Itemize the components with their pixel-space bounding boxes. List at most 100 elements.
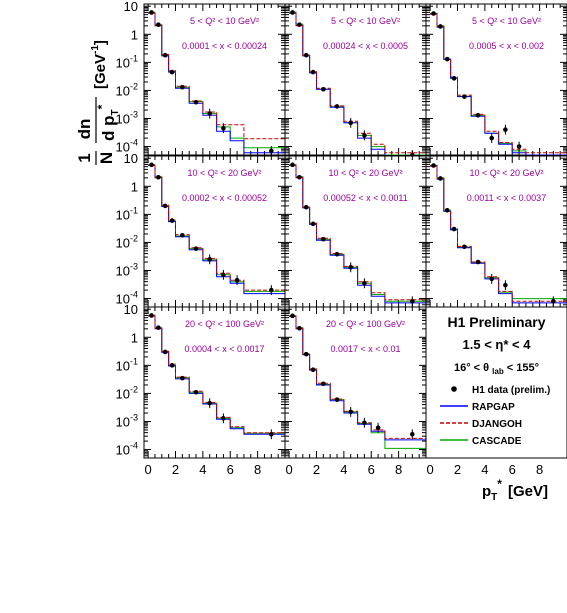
data-point [169, 69, 175, 75]
y-label-dp: d pT* [95, 104, 121, 141]
x-label-star: * [497, 477, 502, 491]
rapgap-line [430, 165, 567, 304]
y-tick-label: 10-1 [116, 356, 138, 373]
x-tick-label: 4 [481, 462, 488, 477]
y-tick-exp: -1 [130, 205, 138, 215]
y-tick-label: 10 [124, 302, 138, 317]
legend-frame [425, 306, 567, 459]
y-tick-exp: -4 [130, 441, 138, 451]
rapgap-line [289, 316, 426, 441]
panel-q2-label: 5 < Q² < 10 GeV² [331, 16, 400, 26]
x-tick-label: 6 [509, 462, 516, 477]
panel-frame [425, 155, 567, 308]
panel-q2-label: 5 < Q² < 10 GeV² [472, 16, 541, 26]
data-point [438, 176, 443, 181]
panel-x-label: 0.0004 < x < 0.0017 [184, 344, 264, 354]
y-tick-label: 10-2 [116, 384, 138, 401]
panel-frame [143, 3, 286, 156]
panel-frame [143, 306, 286, 459]
data-point [462, 94, 467, 99]
data-point [348, 120, 354, 126]
data-point [221, 415, 226, 421]
data-point [156, 22, 161, 27]
y-label-dn: dn [75, 119, 94, 140]
data-point [180, 375, 185, 381]
y-tick-label: 1 [131, 330, 138, 345]
legend-title: H1 Preliminary [447, 314, 545, 330]
data-point [193, 99, 199, 105]
y-tick-label: 1 [131, 179, 138, 194]
x-tick-label: 2 [454, 462, 461, 477]
y-tick-exp: -2 [130, 81, 138, 91]
data-point [321, 236, 326, 242]
x-tick-label: 0 [285, 462, 292, 477]
panel-x-label: 0.00024 < x < 0.0005 [323, 41, 408, 51]
data-point [475, 259, 481, 265]
chart-panel-5: 10 < Q² < 20 GeV² 0.00052 < x < 0.0011 [284, 155, 427, 308]
x-tick-label: 8 [536, 462, 543, 477]
rapgap-line [289, 12, 386, 155]
x-tick-label: 6 [227, 462, 234, 477]
panel-frame [284, 3, 427, 156]
panel-curves [289, 313, 426, 449]
data-point [334, 397, 340, 402]
data-point [207, 111, 213, 116]
x-label-unit: [GeV] [508, 483, 548, 500]
y-tick-label: 10-1 [116, 53, 138, 70]
chart-panel-6: 10 < Q² < 20 GeV² 0.0011 < x < 0.0037 [425, 155, 567, 308]
data-point [310, 221, 316, 227]
x-tick-label: 2 [313, 462, 320, 477]
data-point [489, 276, 495, 282]
data-point [444, 56, 450, 62]
y-tick-exp: -4 [130, 290, 138, 300]
data-point [410, 431, 415, 437]
data-point [207, 400, 213, 406]
x-tick-label: 6 [368, 462, 375, 477]
data-point [180, 84, 185, 90]
chart-panel-7: 10 1 10-1 10-2 10-3 10-4 20 < Q² < 100 GeV² 0.0… [116, 302, 286, 459]
y-tick-exp: -1 [130, 356, 138, 366]
data-point [303, 52, 309, 58]
data-point [162, 349, 168, 355]
y-label-n: N [97, 152, 116, 164]
data-point [410, 152, 415, 155]
data-point [149, 313, 154, 318]
y-label-unit-exp: -1 [90, 45, 101, 54]
data-point [362, 133, 367, 138]
data-point [362, 420, 367, 426]
y-tick-label: 10-3 [116, 261, 138, 278]
djangoh-line [148, 164, 285, 291]
y-tick-exp: -3 [130, 261, 138, 271]
cascade-line [289, 315, 426, 449]
data-point [207, 257, 213, 262]
y-label-unit: [GeV-1] [90, 40, 109, 89]
legend-panel: H1 Preliminary 1.5 < η* < 4 16° < θ lab < … [425, 306, 567, 459]
panel-q2-label: 20 < Q² < 100 GeV² [326, 319, 405, 329]
data-point [193, 246, 199, 251]
y-tick-label: 10-4 [116, 441, 138, 458]
data-point [475, 112, 481, 118]
legend-theta-sub: lab [492, 367, 504, 376]
x-label-t: T [491, 492, 497, 503]
y-tick-exp: -3 [130, 109, 138, 119]
rapgap-line [148, 165, 285, 295]
data-point [438, 24, 443, 29]
data-point [156, 325, 161, 330]
data-point [321, 381, 326, 387]
data-point [444, 207, 450, 213]
data-point [156, 174, 161, 180]
panel-curves [289, 162, 426, 307]
data-point [234, 277, 240, 283]
panel-x-label: 0.00052 < x < 0.0011 [323, 193, 407, 203]
rapgap-line [148, 12, 285, 154]
chart-panel-2: 5 < Q² < 10 GeV² 0.00024 < x < 0.0005 [284, 3, 427, 156]
panel-q2-label: 10 < Q² < 20 GeV² [469, 168, 543, 178]
djangoh-line [430, 165, 567, 302]
panel-x-label: 0.0011 < x < 0.0037 [467, 193, 546, 203]
legend-theta-range: 16° < θ lab < 155° [454, 362, 539, 376]
legend-label: RAPGAP [472, 402, 515, 413]
rapgap-line [148, 315, 285, 435]
panel-curves [148, 10, 285, 155]
legend-label: CASCADE [472, 436, 522, 447]
